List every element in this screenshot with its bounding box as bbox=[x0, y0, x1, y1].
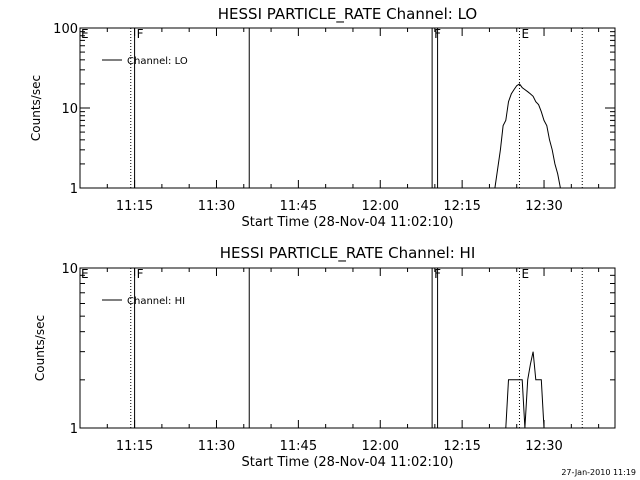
chart-title: HESSI PARTICLE_RATE Channel: LO bbox=[218, 5, 477, 24]
marker-label: F bbox=[137, 27, 144, 41]
x-tick-label: 12:00 bbox=[362, 439, 399, 454]
x-tick-label: 11:45 bbox=[280, 199, 317, 214]
y-axis-label: Counts/sec bbox=[33, 315, 47, 381]
plot-frame bbox=[79, 267, 616, 429]
marker-label: E bbox=[81, 267, 89, 281]
y-tick-label: 10 bbox=[61, 102, 78, 117]
panel-hi: HESSI PARTICLE_RATE Channel: HI Start Tim… bbox=[33, 244, 616, 470]
series-line bbox=[505, 351, 550, 429]
legend-label: Channel: HI bbox=[127, 296, 185, 307]
x-tick-label: 11:15 bbox=[116, 199, 153, 214]
footer-timestamp: 27-Jan-2010 11:19 bbox=[561, 468, 636, 477]
x-axis-label: Start Time (28-Nov-04 11:02:10) bbox=[242, 455, 454, 470]
x-axis-label: Start Time (28-Nov-04 11:02:10) bbox=[242, 215, 454, 230]
x-tick-label: 12:00 bbox=[362, 199, 399, 214]
x-tick-label: 12:15 bbox=[443, 439, 480, 454]
y-axis-label: Counts/sec bbox=[29, 75, 43, 141]
panel-lo: HESSI PARTICLE_RATE Channel: LO Start Tim… bbox=[29, 5, 616, 230]
plot-frame bbox=[79, 27, 616, 189]
series-line bbox=[494, 83, 564, 189]
marker-label: F bbox=[137, 267, 144, 281]
x-tick-label: 12:30 bbox=[525, 439, 562, 454]
x-tick-label: 11:30 bbox=[198, 439, 235, 454]
chart-title: HESSI PARTICLE_RATE Channel: HI bbox=[220, 244, 476, 263]
y-tick-label: 10 bbox=[61, 262, 78, 277]
x-tick-label: 12:15 bbox=[443, 199, 480, 214]
y-tick-label: 1 bbox=[70, 182, 78, 197]
x-tick-label: 11:30 bbox=[198, 199, 235, 214]
y-tick-label: 100 bbox=[53, 22, 78, 37]
legend-label: Channel: LO bbox=[127, 56, 188, 67]
y-tick-label: 1 bbox=[70, 422, 78, 437]
marker-label: E bbox=[521, 27, 529, 41]
marker-label: E bbox=[521, 267, 529, 281]
x-tick-label: 11:45 bbox=[280, 439, 317, 454]
x-tick-label: 12:30 bbox=[525, 199, 562, 214]
marker-label: E bbox=[81, 27, 89, 41]
x-tick-label: 11:15 bbox=[116, 439, 153, 454]
